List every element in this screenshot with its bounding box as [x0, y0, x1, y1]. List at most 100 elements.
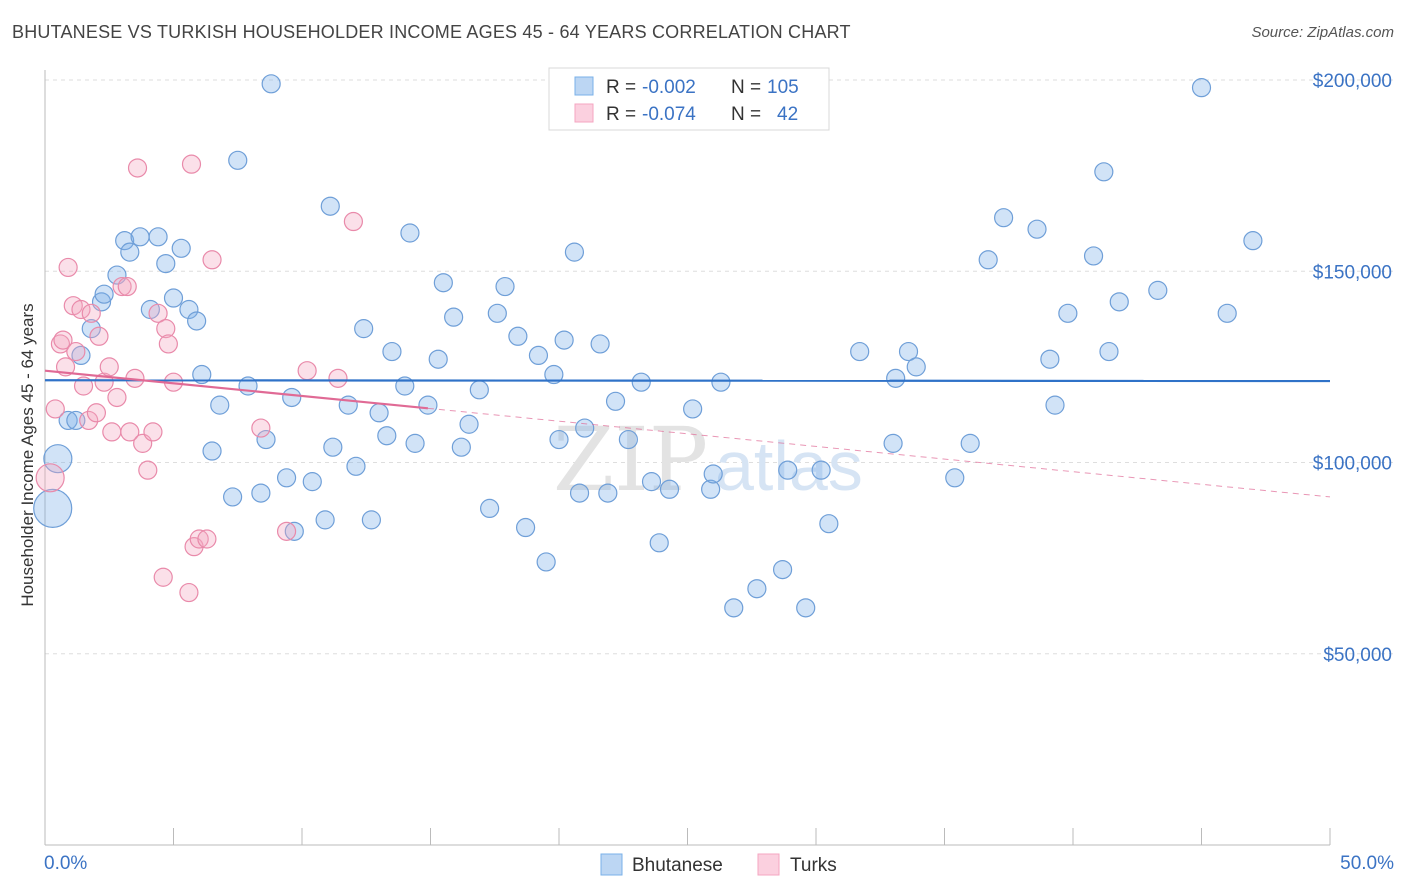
legend-bhutanese-r-label: R = [606, 77, 636, 98]
watermark: ZIP atlas [553, 408, 863, 511]
point-bhutanese [631, 372, 651, 392]
point-turks [53, 330, 73, 350]
point-bhutanese [171, 238, 191, 258]
point-bhutanese [43, 444, 73, 474]
point-bhutanese [405, 433, 425, 453]
point-bhutanese [883, 433, 903, 453]
point-bhutanese [369, 403, 389, 423]
point-turks [148, 303, 168, 323]
point-turks [35, 463, 65, 493]
point-bhutanese [945, 468, 965, 488]
legend-bottom-turks-swatch [757, 853, 780, 876]
point-turks [189, 529, 209, 549]
point-bhutanese [81, 319, 101, 339]
point-bhutanese [778, 460, 798, 480]
y-tick-label: $200,000 [1313, 71, 1392, 92]
legend-bottom-bhutanese-swatch [600, 853, 623, 876]
point-bhutanese [1148, 280, 1168, 300]
point-turks [156, 319, 176, 339]
point-bhutanese [554, 330, 574, 350]
point-bhutanese [428, 349, 448, 369]
legend-bhutanese-r-value: -0.002 [642, 77, 696, 98]
point-bhutanese [960, 433, 980, 453]
legend-turks-r-label: R = [606, 104, 636, 125]
y-axis-label: Householder Income Ages 45 - 64 years [18, 303, 37, 606]
legend-bottom: Bhutanese Turks [600, 853, 837, 876]
point-turks [251, 418, 271, 438]
point-turks [99, 357, 119, 377]
point-bhutanese [575, 418, 595, 438]
point-turks [102, 422, 122, 442]
point-bhutanese [120, 242, 140, 262]
point-bhutanese [701, 479, 721, 499]
point-bhutanese [192, 364, 212, 385]
point-bhutanese [400, 223, 420, 243]
point-bhutanese [549, 429, 569, 450]
point-bhutanese [495, 276, 515, 297]
point-bhutanese [1217, 303, 1237, 323]
point-turks [328, 368, 348, 388]
point-bhutanese [433, 273, 453, 293]
point-turks [117, 276, 137, 297]
point-bhutanese [377, 426, 397, 446]
watermark-atlas: atlas [715, 427, 863, 505]
point-bhutanese [320, 196, 340, 216]
point-bhutanese [459, 414, 479, 434]
x-tick-label-min: 0.0% [44, 853, 87, 874]
point-bhutanese [156, 254, 176, 274]
trend-turks-dashed [427, 407, 1331, 498]
point-bhutanese [536, 552, 556, 572]
point-bhutanese [58, 410, 78, 431]
point-bhutanese [886, 368, 906, 388]
point-bhutanese [451, 437, 471, 457]
point-bhutanese [811, 460, 831, 480]
point-bhutanese [1045, 395, 1065, 415]
point-bhutanese [544, 364, 564, 385]
point-bhutanese [315, 510, 335, 530]
legend-bottom-bhutanese-label: Bhutanese [632, 855, 723, 876]
point-turks [86, 403, 107, 423]
point-bhutanese [276, 468, 297, 488]
point-turks [112, 276, 132, 297]
point-bhutanese [641, 472, 662, 492]
point-bhutanese [703, 464, 723, 484]
point-bhutanese [796, 598, 816, 618]
watermark-zip: ZIP [553, 408, 708, 511]
point-bhutanese [382, 341, 402, 362]
point-turks [79, 410, 99, 431]
point-bhutanese [130, 227, 150, 247]
point-bhutanese [354, 319, 374, 339]
point-turks [45, 399, 65, 419]
point-turks [66, 341, 86, 362]
point-turks [143, 422, 163, 442]
y-tick-label: $150,000 [1313, 262, 1392, 283]
point-bhutanese [1094, 162, 1114, 182]
point-turks [158, 334, 178, 354]
point-bhutanese [649, 533, 669, 553]
legend-turks-n-value: 42 [777, 104, 798, 125]
axis-layer: $50,000 $100,000 $150,000 $200,000 0.0% 50.0% [44, 70, 1394, 874]
point-bhutanese [772, 559, 793, 580]
point-turks [89, 326, 109, 346]
legend-turks-swatch [574, 103, 594, 123]
point-bhutanese [1027, 219, 1047, 239]
point-bhutanese [228, 150, 248, 170]
point-bhutanese [251, 483, 271, 503]
point-bhutanese [1040, 349, 1060, 369]
point-bhutanese [256, 429, 276, 450]
point-bhutanese [906, 357, 926, 377]
legend-bhutanese-n-label: N = [731, 77, 761, 98]
point-bhutanese [148, 227, 168, 247]
point-bhutanese [1109, 292, 1129, 312]
y-tick-label: $100,000 [1313, 454, 1392, 475]
point-bhutanese [223, 487, 243, 507]
y-tick-label: $50,000 [1323, 645, 1392, 666]
point-bhutanese [564, 242, 585, 262]
chart-title: BHUTANESE VS TURKISH HOUSEHOLDER INCOME … [12, 22, 851, 42]
point-bhutanese [590, 334, 610, 354]
point-turks [197, 529, 217, 549]
point-turks [127, 158, 148, 178]
point-turks [343, 211, 363, 232]
point-turks [58, 257, 78, 278]
